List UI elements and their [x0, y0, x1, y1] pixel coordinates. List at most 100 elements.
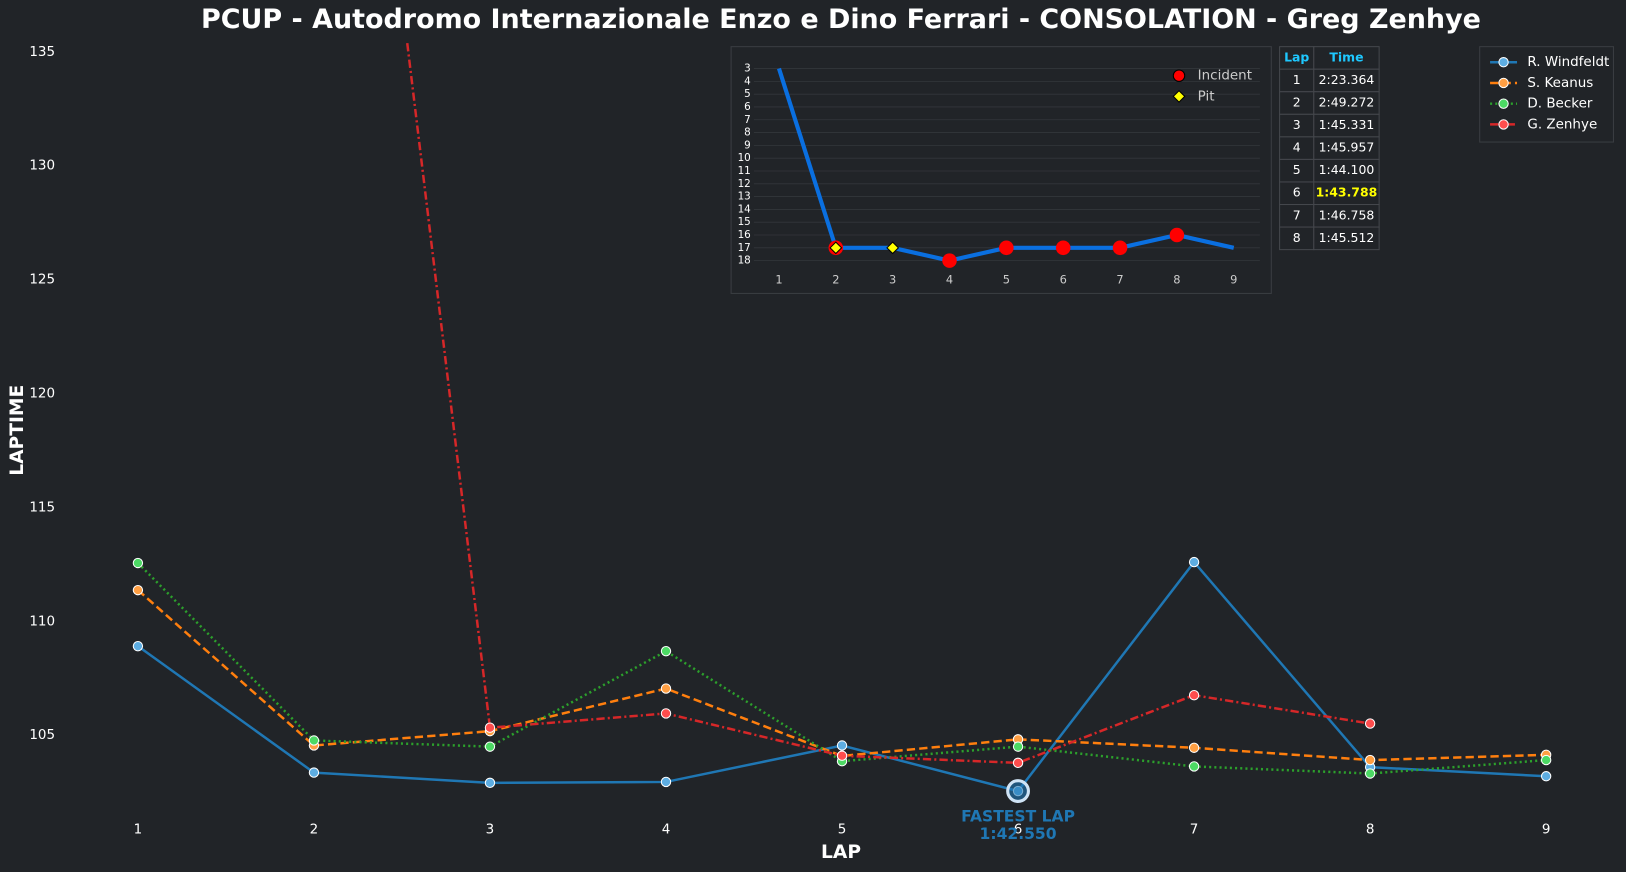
- point: [836, 740, 848, 751]
- incident-marker: [1169, 227, 1185, 243]
- fastest-lap-label: FASTEST LAP: [961, 808, 1075, 826]
- point: [132, 584, 144, 596]
- legend-label: S. Keanus: [1527, 75, 1593, 91]
- x-tick-label: 1: [134, 821, 143, 837]
- point: [1188, 690, 1200, 701]
- x-tick-label: 2: [310, 821, 319, 837]
- table-cell-text: 2: [1293, 95, 1301, 110]
- y-tick-label: 7: [744, 114, 751, 126]
- table-cell-text: 1:44.100: [1319, 162, 1375, 177]
- y-axis-label: LAPTIME: [7, 385, 28, 476]
- x-tick-label: 7: [1116, 272, 1123, 286]
- legend-marker: [1498, 98, 1509, 109]
- legend-marker: [1498, 77, 1509, 89]
- y-tick-label: 8: [744, 127, 751, 139]
- point: [1188, 761, 1200, 772]
- y-tick-label: 9: [744, 139, 751, 151]
- pit-marker: [886, 241, 900, 255]
- y-tick-label: 17: [738, 242, 751, 254]
- x-tick-label: 3: [889, 272, 896, 286]
- x-tick-label: 8: [1366, 821, 1375, 837]
- point: [1364, 768, 1376, 779]
- legend-label: G. Zenhye: [1527, 116, 1597, 132]
- legend-marker: [1172, 89, 1186, 103]
- y-tick-label: 3: [744, 63, 751, 75]
- legend-marker: [1498, 57, 1509, 68]
- y-tick-label: 5: [744, 88, 751, 100]
- table-cell-text: 4: [1293, 140, 1301, 155]
- y-tick-label: 16: [738, 229, 751, 241]
- point: [660, 683, 672, 694]
- plot-area: [132, 40, 1552, 797]
- x-tick-label: 8: [1173, 272, 1180, 286]
- point: [132, 557, 144, 569]
- y-tick-label: 130: [29, 158, 55, 174]
- table-cell-text: 5: [1293, 162, 1301, 177]
- y-tick-label: 105: [29, 727, 55, 743]
- point: [308, 767, 320, 778]
- y-tick-label: 18: [738, 255, 751, 267]
- point: [484, 777, 496, 789]
- y-tick-label: 4: [744, 75, 751, 87]
- legend-label: D. Becker: [1527, 96, 1592, 112]
- fastest-lap-marker: [1006, 779, 1030, 803]
- legend-marker: [1172, 69, 1186, 82]
- x-tick-label: 9: [1542, 821, 1551, 837]
- y-tick-label: 6: [744, 101, 751, 113]
- point: [132, 640, 144, 652]
- x-tick-label: 4: [662, 821, 671, 837]
- y-tick-label: 110: [29, 613, 55, 629]
- table-cell-text: 1:46.758: [1319, 207, 1375, 222]
- point: [1540, 754, 1552, 766]
- x-tick-label: 9: [1230, 272, 1237, 286]
- x-tick-label: 5: [1003, 272, 1010, 286]
- point: [1012, 741, 1024, 752]
- point: [1540, 771, 1552, 782]
- chart-title: PCUP - Autodromo Internazionale Enzo e D…: [201, 4, 1481, 35]
- table-cell-text: 7: [1293, 207, 1301, 222]
- point: [836, 750, 848, 761]
- table-header: Lap: [1284, 49, 1309, 64]
- table-cell-text: 6: [1293, 185, 1301, 200]
- table-cell-text: 8: [1293, 230, 1301, 245]
- y-tick-label: 12: [738, 178, 751, 190]
- y-tick-label: 135: [29, 44, 55, 60]
- point: [1364, 718, 1376, 729]
- point: [660, 708, 672, 719]
- incident-marker: [1055, 240, 1071, 256]
- point: [484, 722, 496, 733]
- pit-marker: [829, 241, 843, 255]
- incident-marker: [1112, 240, 1128, 256]
- legend-marker: [1498, 119, 1509, 130]
- x-tick-label: 2: [832, 272, 839, 286]
- x-tick-label: 6: [1060, 272, 1067, 286]
- series-line: [405, 40, 1371, 765]
- point: [484, 741, 496, 752]
- x-tick-label: 4: [946, 272, 953, 286]
- point: [308, 735, 320, 746]
- y-tick-label: 10: [738, 152, 751, 164]
- x-axis-label: LAP: [821, 842, 861, 863]
- incident-marker: [942, 253, 957, 268]
- x-tick-label: 1: [775, 272, 782, 286]
- table-cell-text: 1:45.512: [1319, 230, 1375, 245]
- y-tick-label: 125: [29, 272, 55, 288]
- lap-table: Lap Time 1 2:23.364 2 2:49.272 3 1:45.331 4 1:45.…: [1279, 46, 1380, 251]
- legend-label: Pit: [1198, 88, 1215, 104]
- table-cell-text: 1:45.957: [1319, 140, 1375, 155]
- x-tick-label: 6: [1014, 821, 1023, 837]
- table-cell-text: 2:49.272: [1319, 95, 1375, 110]
- legend-label: R. Windfeldt: [1527, 54, 1609, 70]
- series-line: [137, 589, 1547, 762]
- y-tick-label: 14: [738, 203, 752, 215]
- x-tick-label: 7: [1190, 821, 1199, 837]
- y-tick-label: 120: [29, 386, 55, 402]
- table-cell-text: 3: [1293, 117, 1301, 132]
- incident-marker: [999, 240, 1014, 256]
- y-tick-label: 15: [738, 216, 751, 228]
- table-cell-text: 2:23.364: [1319, 72, 1375, 87]
- table-cell-text: 1:43.788: [1316, 185, 1378, 200]
